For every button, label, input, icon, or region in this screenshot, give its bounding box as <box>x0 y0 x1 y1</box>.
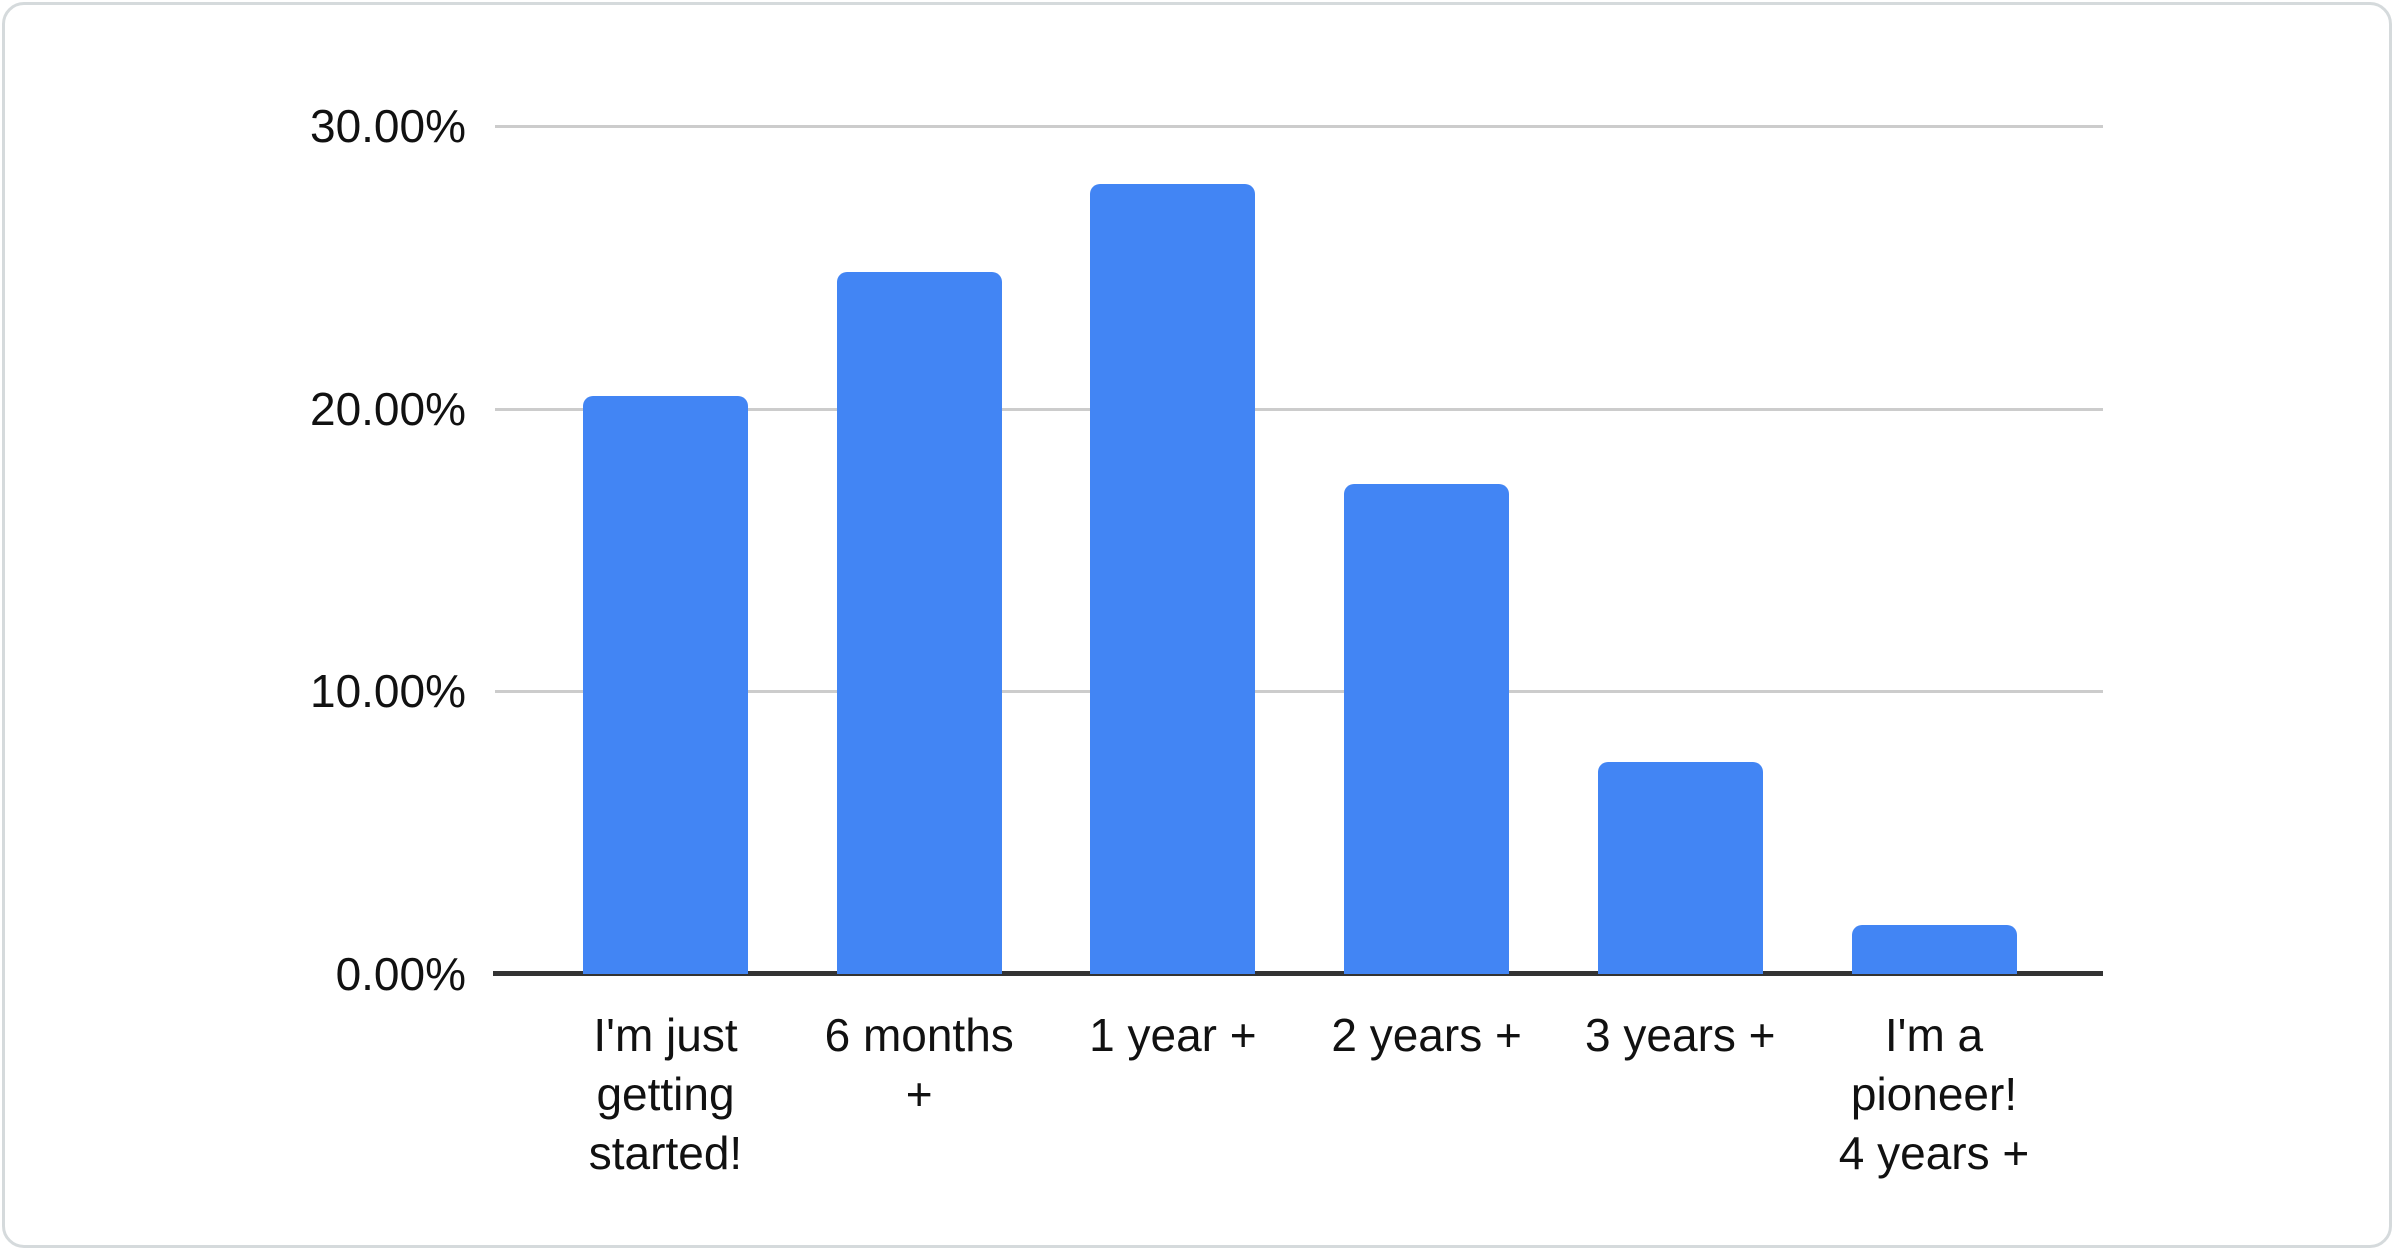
bar-6[interactable] <box>1851 925 2017 974</box>
y-axis-tick-label: 30.00% <box>309 100 466 152</box>
gridline-20 <box>495 407 2103 411</box>
x-axis-category-label: 2 years + <box>1331 1009 1522 1061</box>
x-axis-category-label: I'm just getting started! <box>588 1009 743 1179</box>
y-axis-tick-label: 20.00% <box>309 382 466 435</box>
gridline-10 <box>495 690 2103 694</box>
bar-4[interactable] <box>1344 484 1510 974</box>
plot-area <box>493 125 2103 976</box>
y-axis-tick-label: 0.00% <box>335 948 466 1000</box>
x-axis-category-label: 3 years + <box>1585 1009 1776 1061</box>
gridline-30 <box>495 125 2103 128</box>
x-axis-category-label: I'm a pioneer! 4 years + <box>1838 1009 2030 1179</box>
y-axis-tick-label: 10.00% <box>309 665 466 718</box>
x-axis-category-label: 6 months + <box>824 1009 1014 1120</box>
bar-2[interactable] <box>836 272 1002 974</box>
bar-3[interactable] <box>1090 184 1256 974</box>
x-axis-category-label: 1 year + <box>1089 1009 1257 1061</box>
bar-5[interactable] <box>1597 762 1763 974</box>
bar-1[interactable] <box>583 396 748 974</box>
x-axis-baseline <box>493 971 2103 976</box>
